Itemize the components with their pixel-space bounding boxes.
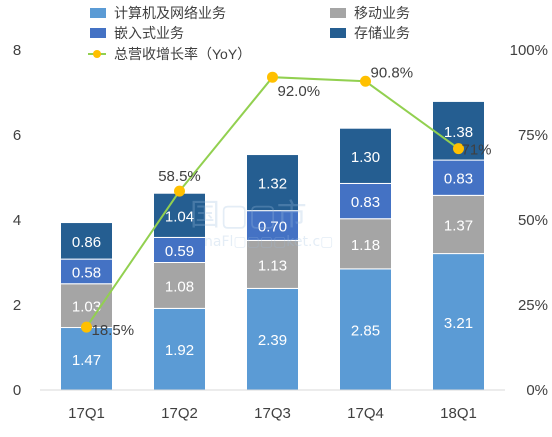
bar-segment — [60, 222, 113, 260]
legend-label: 存储业务 — [354, 25, 410, 41]
growth-marker — [360, 75, 371, 87]
y-right-tick-label: 75% — [518, 127, 548, 144]
bar-segment — [432, 253, 485, 391]
bar-value-label: 2.85 — [351, 322, 380, 339]
legend-swatch — [330, 8, 346, 18]
legend-label: 总营收增长率（YoY） — [114, 46, 251, 62]
y-left-tick-label: 6 — [13, 127, 21, 144]
bar-segment — [339, 218, 392, 270]
growth-marker — [267, 71, 278, 83]
bar-value-label: 0.86 — [72, 234, 101, 251]
bar-value-label: 0.59 — [165, 243, 194, 260]
x-tick-label: 17Q4 — [347, 405, 384, 422]
legend-label: 计算机及网络业务 — [114, 5, 226, 21]
bar-value-label: 1.03 — [72, 299, 101, 316]
x-tick-label: 17Q2 — [161, 405, 198, 422]
bar-segment — [153, 262, 206, 309]
x-tick-label: 17Q1 — [68, 405, 105, 422]
y-left-tick-label: 8 — [13, 42, 21, 59]
bar-segment — [246, 287, 299, 391]
y-right-tick-label: 25% — [518, 297, 548, 314]
growth-value-label: 18.5% — [92, 322, 135, 339]
bar-value-label: 0.83 — [351, 194, 380, 211]
bar-value-label: 0.58 — [72, 264, 101, 281]
y-right-tick-label: 100% — [510, 42, 548, 59]
y-left-tick-label: 0 — [13, 382, 21, 399]
bar-segment — [339, 268, 392, 391]
legend-swatch — [90, 28, 106, 38]
x-tick-label: 17Q3 — [254, 405, 291, 422]
bar-value-label: 1.47 — [72, 352, 101, 369]
legend-swatch — [90, 8, 106, 18]
legend-line-marker — [93, 50, 101, 58]
bar-value-label: 1.04 — [165, 208, 194, 225]
bar-segment — [339, 127, 392, 184]
growth-marker — [453, 143, 464, 155]
bar-value-label: 1.32 — [258, 176, 287, 193]
bar-value-label: 3.21 — [444, 315, 473, 332]
bar-value-label: 1.92 — [165, 342, 194, 359]
bar-segment — [60, 258, 113, 285]
y-right-tick-label: 50% — [518, 212, 548, 229]
x-tick-label: 18Q1 — [440, 405, 477, 422]
bar-value-label: 1.18 — [351, 237, 380, 254]
bar-value-label: 0.83 — [444, 171, 473, 188]
legend-label: 移动业务 — [354, 5, 410, 21]
growth-value-label: 92.0% — [278, 83, 321, 100]
bar-value-label: 1.13 — [258, 257, 287, 274]
growth-marker — [81, 321, 92, 333]
bar-segment — [432, 159, 485, 196]
bar-value-label: 1.30 — [351, 149, 380, 166]
growth-marker — [174, 185, 185, 197]
growth-value-label: 58.5% — [158, 168, 201, 185]
growth-value-label: 71% — [462, 142, 492, 159]
watermark: 国▢▢市 — [190, 198, 307, 233]
bar-segment — [246, 154, 299, 212]
y-left-tick-label: 4 — [13, 212, 21, 229]
bar-value-label: 1.08 — [165, 278, 194, 295]
legend-swatch — [330, 28, 346, 38]
watermark-subtext: naFl▢▢▢▢ket.c▢ — [204, 234, 334, 250]
y-right-tick-label: 0% — [526, 382, 548, 399]
bar-value-label: 1.37 — [444, 217, 473, 234]
bar-value-label: 1.38 — [444, 124, 473, 141]
bar-segment — [246, 210, 299, 241]
growth-value-label: 90.8% — [371, 64, 414, 81]
bar-value-label: 2.39 — [258, 332, 287, 349]
legend-label: 嵌入式业务 — [114, 25, 184, 41]
bar-segment — [153, 307, 206, 391]
bar-value-label: 0.70 — [258, 219, 287, 236]
y-left-tick-label: 2 — [13, 297, 21, 314]
bar-segment — [153, 236, 206, 264]
